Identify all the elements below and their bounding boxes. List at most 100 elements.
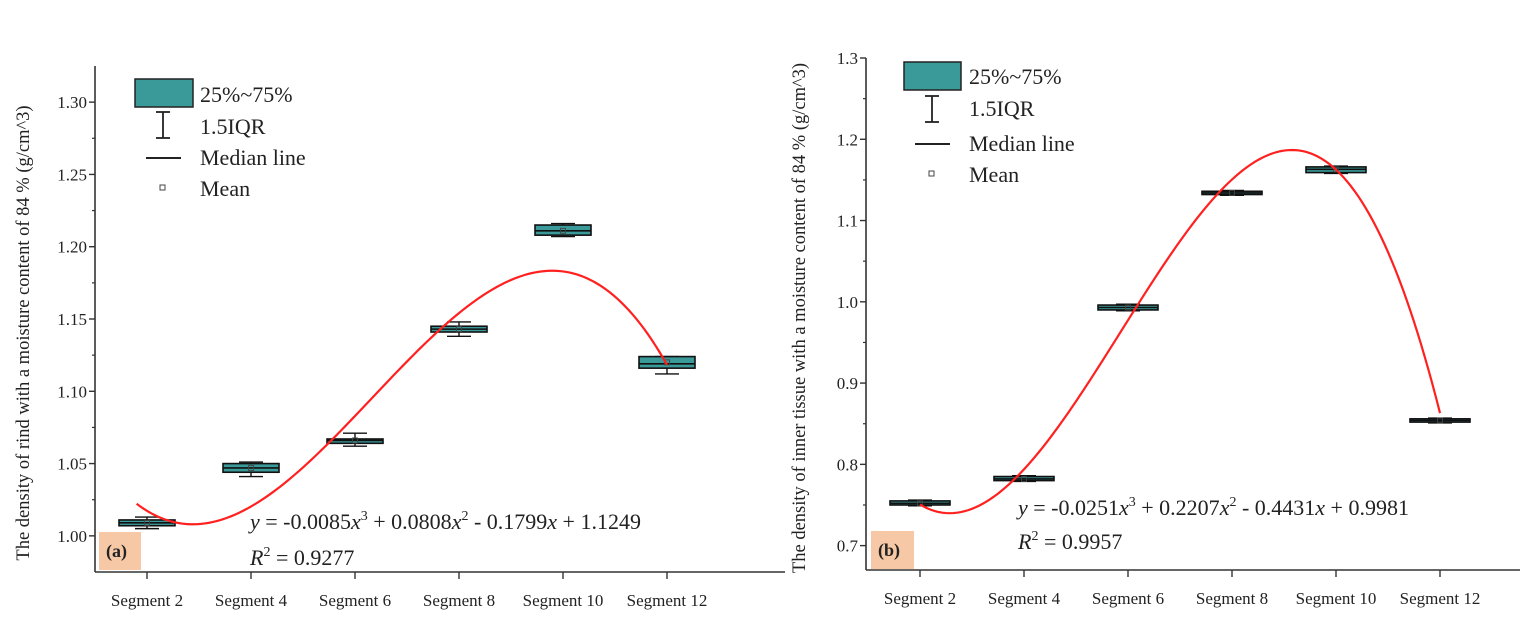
panel-a-r2-exp: 2 (263, 545, 270, 560)
panel-a-r2-r: R (249, 545, 264, 570)
panel-b-r2-r: R (1017, 529, 1032, 554)
panel-a-r-squared: R2 = 0.9277 (249, 545, 354, 570)
panel-a-x-tick-label: Segment 10 (523, 591, 604, 610)
panel-a-plot-area: 1.00 1.05 1.10 1.15 1.20 1.25 1.30 Segment 2 Seg… (57, 66, 785, 610)
panel-a-legend: 25%~75% 1.5IQR Median line Mean (134, 78, 306, 201)
panel-a-legend-box-swatch (134, 78, 194, 108)
panel-b-mean-marker (917, 500, 923, 507)
panel-b-r2-value: = 0.9957 (1038, 529, 1122, 554)
panel-a-box-iqr (638, 355, 696, 369)
panel-b-x-tick-label: Segment 4 (988, 589, 1061, 608)
panel-a-mean-marker (456, 326, 462, 333)
panel-b-x-tick-label: Segment 2 (884, 589, 956, 608)
panel-a-y-tick-label: 1.05 (57, 455, 87, 474)
panel-b-fit-curve (919, 148, 1442, 515)
panel-a-mean-marker (144, 519, 150, 526)
panel-a-mean-marker (560, 227, 566, 234)
panel-b-legend-median-label: Median line (969, 131, 1075, 156)
panel-a-y-axis-label: The density of rind with a moisture cont… (14, 105, 34, 560)
panel-b-legend: 25%~75% 1.5IQR Median line Mean (903, 61, 1075, 187)
panel-a-fit-equation: y = -0.0085x3 + 0.0808x2 - 0.1799x + 1.1… (248, 509, 641, 534)
panel-a: 1.00 1.05 1.10 1.15 1.20 1.25 1.30 Segment 2 Seg… (14, 66, 785, 610)
panel-a-label: (a) (106, 541, 127, 562)
panel-b-legend-whisker-icon (925, 95, 939, 123)
panel-a-mean-marker (248, 464, 254, 471)
panel-b-r2-exp: 2 (1031, 529, 1038, 544)
panel-a-legend-whisker-icon (156, 111, 170, 139)
panel-b: 0.7 0.8 0.9 1.0 1.1 1.2 1.3 Segment 2 Segment 4 S… (790, 49, 1520, 608)
panel-a-legend-whisker-label: 1.5IQR (200, 114, 266, 139)
panel-b-label: (b) (878, 540, 900, 561)
panel-a-eq-term4: + 1.1249 (557, 509, 641, 534)
panel-a-tag: (a) (99, 532, 141, 570)
panel-b-box-1 (889, 499, 951, 507)
panel-a-r2-value: = 0.9277 (270, 545, 354, 570)
panel-a-eq-term1: = -0.0085 (260, 509, 351, 534)
panel-b-legend-mean-label: Mean (969, 162, 1019, 187)
panel-a-legend-mean-icon (159, 184, 166, 191)
panel-b-plot-area: 0.7 0.8 0.9 1.0 1.1 1.2 1.3 Segment 2 Segment 4 S… (837, 49, 1520, 608)
panel-b-eq-exp2: 2 (1229, 495, 1236, 510)
panel-b-y-tick-label: 0.9 (837, 374, 858, 393)
panel-b-legend-box-swatch (903, 61, 962, 91)
panel-b-eq-term1: = -0.0251 (1028, 495, 1119, 520)
panel-b-mean-marker (1437, 417, 1443, 424)
panel-b-y-tick-label: 0.8 (837, 455, 858, 474)
panel-a-mean-marker (352, 437, 358, 444)
panel-a-box-6 (638, 355, 696, 375)
panel-b-y-tick-label: 1.0 (837, 293, 858, 312)
panel-a-fit-curve (135, 269, 668, 526)
panel-a-tag-bg (99, 532, 141, 570)
panel-b-r-squared: R2 = 0.9957 (1017, 529, 1122, 554)
panel-b-tag: (b) (871, 531, 914, 569)
panel-a-y-tick-label: 1.25 (57, 165, 87, 184)
panel-a-y-tick-label: 1.10 (57, 382, 87, 401)
panel-b-legend-box-label: 25%~75% (969, 64, 1062, 89)
panel-b-mean-marker (1021, 476, 1027, 482)
panel-b-eq-exp1: 3 (1129, 495, 1136, 510)
panel-b-y-tick-label: 1.1 (837, 212, 858, 231)
panel-b-eq-term4: + 0.9981 (1325, 495, 1409, 520)
panel-b-mean-marker (1229, 189, 1235, 196)
panel-a-eq-exp1: 3 (361, 509, 368, 524)
panel-a-eq-x2: x (451, 509, 462, 534)
panel-b-box-3 (1097, 303, 1159, 312)
panel-b-legend-whisker-label: 1.5IQR (969, 96, 1035, 121)
panel-a-y-tick-label: 1.15 (57, 310, 87, 329)
panel-a-y-tick-label: 1.30 (57, 93, 87, 112)
panel-a-y-tick-label: 1.20 (57, 238, 87, 257)
panel-a-x-tick-label: Segment 2 (111, 591, 183, 610)
panel-a-eq-x1: x (350, 509, 361, 534)
panel-b-fit-equation: y = -0.0251x3 + 0.2207x2 - 0.4431x + 0.9… (1016, 495, 1409, 520)
panel-a-eq-exp2: 2 (461, 509, 468, 524)
panel-a-x-tick-label: Segment 12 (627, 591, 708, 610)
panel-b-x-tick-label: Segment 10 (1296, 589, 1377, 608)
panel-b-eq-y: y (1016, 495, 1028, 520)
panel-a-x-tick-label: Segment 8 (423, 591, 495, 610)
panel-b-y-tick-label: 1.2 (837, 130, 858, 149)
panel-b-y-tick-label: 0.7 (837, 537, 859, 556)
panel-a-eq-term2: + 0.0808 (368, 509, 452, 534)
panel-b-y-axis-label: The density of inner tissue with a moist… (790, 63, 810, 573)
panel-b-box-2 (993, 475, 1055, 483)
panel-b-y-tick-label: 1.3 (837, 49, 858, 68)
panel-a-eq-term3: - 0.1799 (468, 509, 547, 534)
panel-b-mean-marker (1125, 304, 1131, 311)
panel-a-x-tick-label: Segment 6 (319, 591, 391, 610)
panel-b-eq-term2: + 0.2207 (1136, 495, 1220, 520)
panel-b-x-tick-label: Segment 6 (1092, 589, 1164, 608)
panel-b-mean-marker (1333, 166, 1339, 173)
panel-a-box-1 (118, 516, 176, 530)
panel-a-eq-y: y (248, 509, 260, 534)
panel-b-box-4 (1201, 189, 1263, 197)
panel-b-box-6 (1409, 417, 1471, 424)
panel-b-legend-mean-icon (928, 170, 935, 177)
panel-a-eq-x3: x (546, 509, 557, 534)
panel-b-x-tick-label: Segment 12 (1400, 589, 1481, 608)
panel-a-legend-mean-label: Mean (200, 176, 250, 201)
panel-a-y-tick-label: 1.00 (57, 527, 87, 546)
panel-a-x-tick-label: Segment 4 (215, 591, 288, 610)
panel-b-eq-term3: - 0.4431 (1236, 495, 1315, 520)
panel-a-box-2 (222, 461, 280, 478)
